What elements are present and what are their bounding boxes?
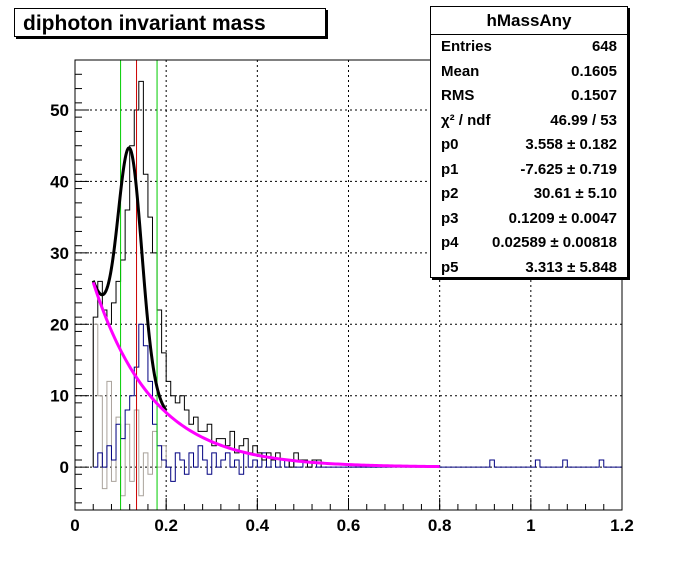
histogram-series bbox=[92, 80, 322, 468]
stats-box: hMassAny Entries 648 Mean 0.1605 RMS 0.1507… bbox=[430, 6, 628, 278]
stats-row: Mean 0.1605 bbox=[431, 60, 627, 85]
plot-title: diphoton invariant mass bbox=[14, 8, 326, 37]
x-tick-label: 1 bbox=[526, 516, 535, 535]
x-tick-label: 1.2 bbox=[610, 516, 634, 535]
stats-value: 3.313 ± 5.848 bbox=[525, 258, 617, 276]
x-tick-label: 0 bbox=[70, 516, 79, 535]
x-tick-label: 0.4 bbox=[246, 516, 270, 535]
stats-label: p0 bbox=[441, 136, 459, 153]
stats-label: Mean bbox=[441, 62, 480, 80]
stats-label: p4 bbox=[441, 234, 459, 251]
stats-row: p2 30.61 ± 5.10 bbox=[431, 182, 627, 207]
stats-label: p5 bbox=[441, 258, 459, 276]
stats-label: p1 bbox=[441, 160, 459, 178]
stats-row: p4 0.02589 ± 0.00818 bbox=[431, 231, 627, 256]
y-tick-label: 20 bbox=[50, 315, 69, 334]
total-fit bbox=[91, 146, 168, 412]
stats-row: χ² / ndf 46.99 / 53 bbox=[431, 109, 627, 134]
stats-label: χ² / ndf bbox=[441, 111, 491, 129]
stats-value: 3.558 ± 0.182 bbox=[525, 136, 617, 153]
x-tick-label: 0.6 bbox=[337, 516, 361, 535]
stats-value: 0.02589 ± 0.00818 bbox=[491, 234, 617, 251]
histogram-series bbox=[92, 323, 171, 497]
stats-row: p1 -7.625 ± 0.719 bbox=[431, 158, 627, 183]
stats-value: -7.625 ± 0.719 bbox=[520, 160, 617, 178]
stats-value: 0.1507 bbox=[571, 87, 617, 104]
stats-row: p0 3.558 ± 0.182 bbox=[431, 133, 627, 158]
y-tick-label: 30 bbox=[50, 244, 69, 263]
stats-row: p5 3.313 ± 5.848 bbox=[431, 256, 627, 281]
stats-value: 30.61 ± 5.10 bbox=[533, 185, 617, 202]
stats-row: p3 0.1209 ± 0.0047 bbox=[431, 207, 627, 232]
stats-value: 648 bbox=[591, 38, 617, 55]
stats-label: p2 bbox=[441, 185, 459, 202]
stats-value: 0.1605 bbox=[571, 62, 617, 80]
background-fit bbox=[91, 281, 440, 469]
stats-value: 0.1209 ± 0.0047 bbox=[508, 209, 617, 227]
stats-label: Entries bbox=[441, 38, 492, 55]
x-tick-label: 0.2 bbox=[154, 516, 178, 535]
y-tick-label: 0 bbox=[60, 458, 69, 477]
stats-histogram-name: hMassAny bbox=[431, 7, 627, 35]
stats-row: Entries 648 bbox=[431, 35, 627, 60]
stats-label: p3 bbox=[441, 209, 459, 227]
x-tick-label: 0.8 bbox=[428, 516, 452, 535]
stats-value: 46.99 / 53 bbox=[550, 111, 617, 129]
y-tick-label: 50 bbox=[50, 101, 69, 120]
stats-row: RMS 0.1507 bbox=[431, 84, 627, 109]
histogram-series bbox=[93, 323, 622, 482]
stats-label: RMS bbox=[441, 87, 475, 104]
y-tick-label: 10 bbox=[50, 387, 69, 406]
y-tick-label: 40 bbox=[50, 172, 69, 191]
